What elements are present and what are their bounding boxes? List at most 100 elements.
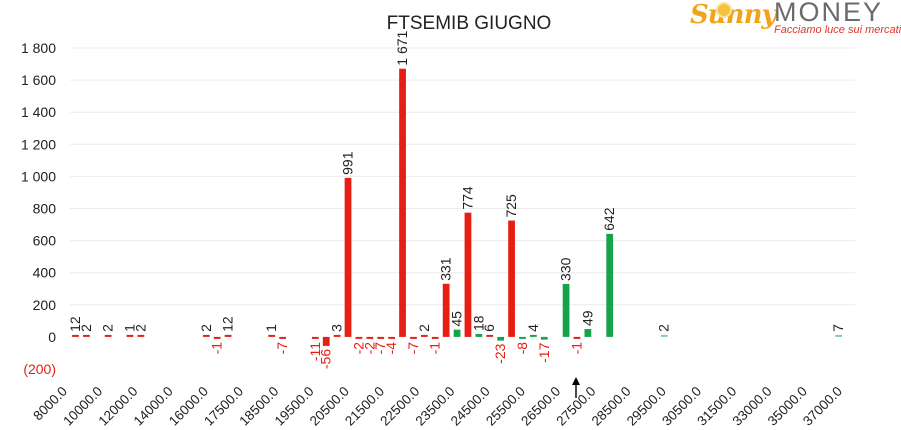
cursor-arrow-icon (572, 377, 580, 398)
data-label: 12 (220, 316, 236, 332)
bar (268, 334, 276, 337)
y-tick-label: (200) (23, 361, 56, 377)
data-label: 3 (329, 324, 345, 332)
bar (420, 334, 428, 337)
bar (322, 336, 330, 346)
data-label: 6 (481, 324, 497, 332)
logo-tagline: Facciamo luce sui mercati (774, 24, 901, 36)
gridlines (70, 47, 855, 306)
bar (366, 336, 374, 339)
data-label: 4 (525, 324, 541, 332)
data-label: 2 (100, 324, 116, 332)
bar (540, 336, 548, 340)
bar (355, 336, 363, 339)
data-label: -8 (514, 342, 530, 355)
data-label: 2 (656, 324, 672, 332)
bar (562, 283, 570, 337)
y-axis-ticks: 1 800 1 600 1 400 1 200 1 000 800 600 400 200 0 (2… (21, 40, 56, 377)
bar (431, 336, 439, 339)
data-label: -2 (350, 342, 366, 355)
bar (529, 334, 537, 337)
bar (126, 334, 134, 337)
data-label: 12 (67, 316, 83, 332)
data-label: 991 (340, 151, 356, 175)
bar (82, 334, 90, 337)
data-label: 1 671 (394, 30, 410, 65)
y-tick-label: 1 400 (21, 104, 56, 120)
data-label: 2 (78, 324, 94, 332)
sun-icon (718, 4, 730, 16)
data-label: -4 (383, 342, 399, 355)
chart-title: FTSEMIB GIUGNO (387, 13, 552, 34)
data-label: -17 (536, 342, 552, 362)
bar (475, 334, 483, 337)
bar (377, 336, 385, 339)
data-label: 642 (601, 207, 617, 231)
data-label: 725 (503, 194, 519, 218)
y-tick-label: 800 (33, 201, 57, 217)
bar (279, 336, 286, 339)
data-label: -1 (427, 342, 443, 355)
bar (584, 329, 592, 337)
bar (453, 329, 461, 337)
bar (410, 336, 417, 339)
y-tick-label: 1 000 (21, 168, 56, 184)
bar (573, 336, 581, 339)
data-label: -7 (274, 342, 290, 355)
data-label: 7 (830, 324, 846, 332)
data-label: 2 (132, 324, 148, 332)
data-label: -23 (492, 343, 508, 363)
bars (72, 68, 843, 346)
data-label: 45 (449, 311, 465, 327)
y-tick-label: 400 (33, 265, 57, 281)
data-label: 18 (470, 315, 486, 331)
y-tick-label: 0 (48, 329, 56, 345)
data-label: -7 (372, 342, 388, 355)
bar (311, 336, 319, 339)
data-label: -1 (209, 342, 225, 355)
bar (399, 68, 406, 337)
y-tick-label: 1 800 (21, 40, 56, 56)
bar (442, 283, 450, 337)
bar (519, 336, 526, 339)
data-label: -1 (568, 342, 584, 355)
data-label: 2 (198, 324, 214, 332)
bar (137, 334, 145, 337)
bar (508, 220, 515, 337)
bar (333, 334, 341, 337)
bar (104, 334, 112, 337)
data-label: 1 (263, 324, 279, 332)
bar (202, 334, 210, 337)
bar (660, 334, 668, 337)
bar (224, 334, 232, 337)
y-tick-label: 200 (33, 297, 57, 313)
logo-wordmark-money: MONEY (774, 0, 884, 27)
data-label: -2 (361, 342, 377, 355)
data-label: -56 (318, 349, 334, 369)
y-tick-label: 1 600 (21, 72, 56, 88)
x-tick-label: 37000.0 (800, 384, 845, 429)
brand-logo: Sunny MONEY Facciamo luce sui mercati (690, 0, 901, 44)
data-label: -11 (307, 342, 323, 361)
data-label: 331 (438, 257, 454, 281)
bar (606, 233, 614, 337)
logo-wordmark-sunny: Sunny (690, 0, 777, 30)
data-label: 1 (121, 324, 137, 332)
bar (486, 334, 494, 337)
bar (835, 334, 843, 337)
y-tick-label: 600 (33, 233, 57, 249)
data-label: 774 (459, 186, 475, 210)
data-label: 2 (416, 324, 432, 332)
bar (344, 177, 352, 337)
y-tick-label: 1 200 (21, 136, 56, 152)
data-label: -7 (405, 342, 421, 355)
x-axis-ticks: 8000.010000.012000.014000.016000.017500.… (30, 384, 845, 429)
bar (497, 336, 505, 341)
data-label: 330 (558, 257, 574, 281)
bar (213, 336, 221, 339)
bar (388, 336, 396, 339)
bar (464, 212, 472, 337)
data-label: 49 (579, 310, 595, 326)
